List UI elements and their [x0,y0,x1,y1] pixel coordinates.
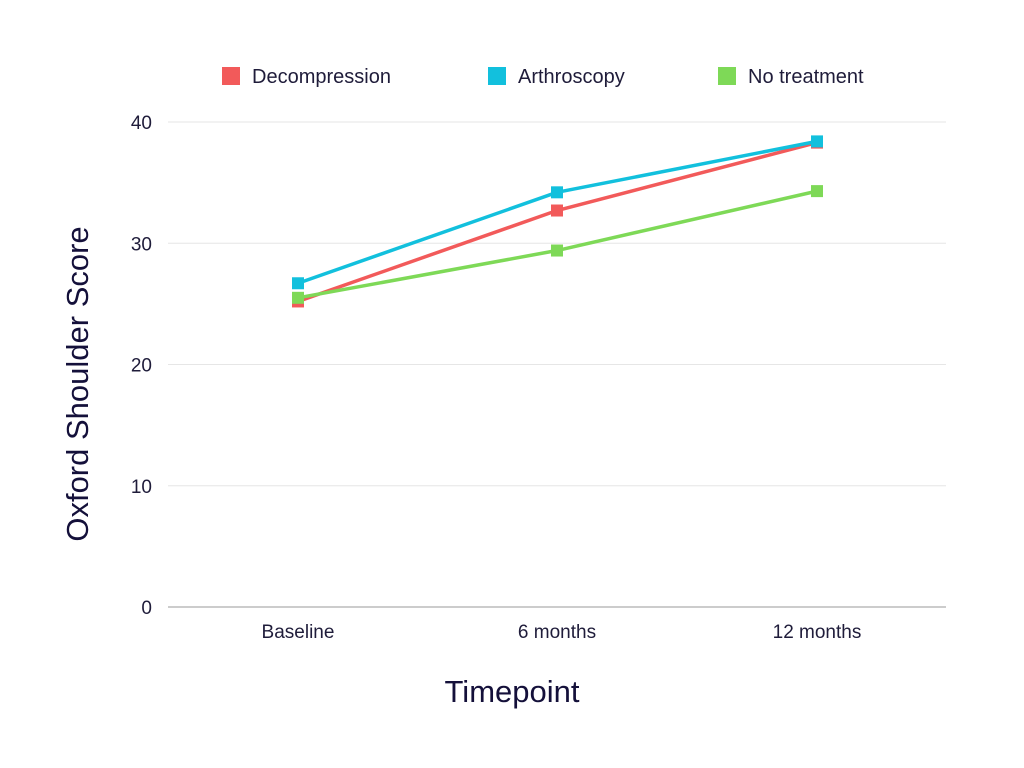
y-tick-label: 10 [131,477,152,498]
legend-swatch [488,67,506,85]
y-tick-label: 30 [131,234,152,255]
y-tick-label: 40 [131,113,152,134]
data-point[interactable] [551,244,563,257]
data-point[interactable] [811,185,823,198]
x-axis-title: Timepoint [445,674,580,709]
data-point[interactable] [292,291,304,304]
legend-swatch [222,67,240,85]
legend-item[interactable]: Arthroscopy [488,66,625,88]
series-arthroscopy [292,135,823,290]
legend-label: No treatment [748,66,864,88]
y-axis-title: Oxford Shoulder Score [60,226,95,541]
x-tick-label: 12 months [773,622,862,643]
series-lines [292,135,823,308]
data-point[interactable] [551,204,563,217]
data-point[interactable] [811,135,823,148]
legend-item[interactable]: No treatment [718,66,864,88]
series-no-treatment [292,185,823,304]
axes: 0 10 20 30 40 Baseline 6 months 12 months [131,113,946,643]
legend: Decompression Arthroscopy No treatment [222,66,864,88]
y-tick-label: 0 [141,598,152,619]
series-decompression [292,136,823,308]
x-tick-label: 6 months [518,622,596,643]
legend-item[interactable]: Decompression [222,66,391,88]
legend-swatch [718,67,736,85]
gridlines [168,121,946,487]
data-point[interactable] [292,277,304,290]
legend-label: Decompression [252,66,391,88]
y-tick-label: 20 [131,356,152,377]
x-tick-label: Baseline [262,622,335,643]
series-line [296,140,819,304]
legend-label: Arthroscopy [518,66,625,88]
data-point[interactable] [551,186,563,199]
